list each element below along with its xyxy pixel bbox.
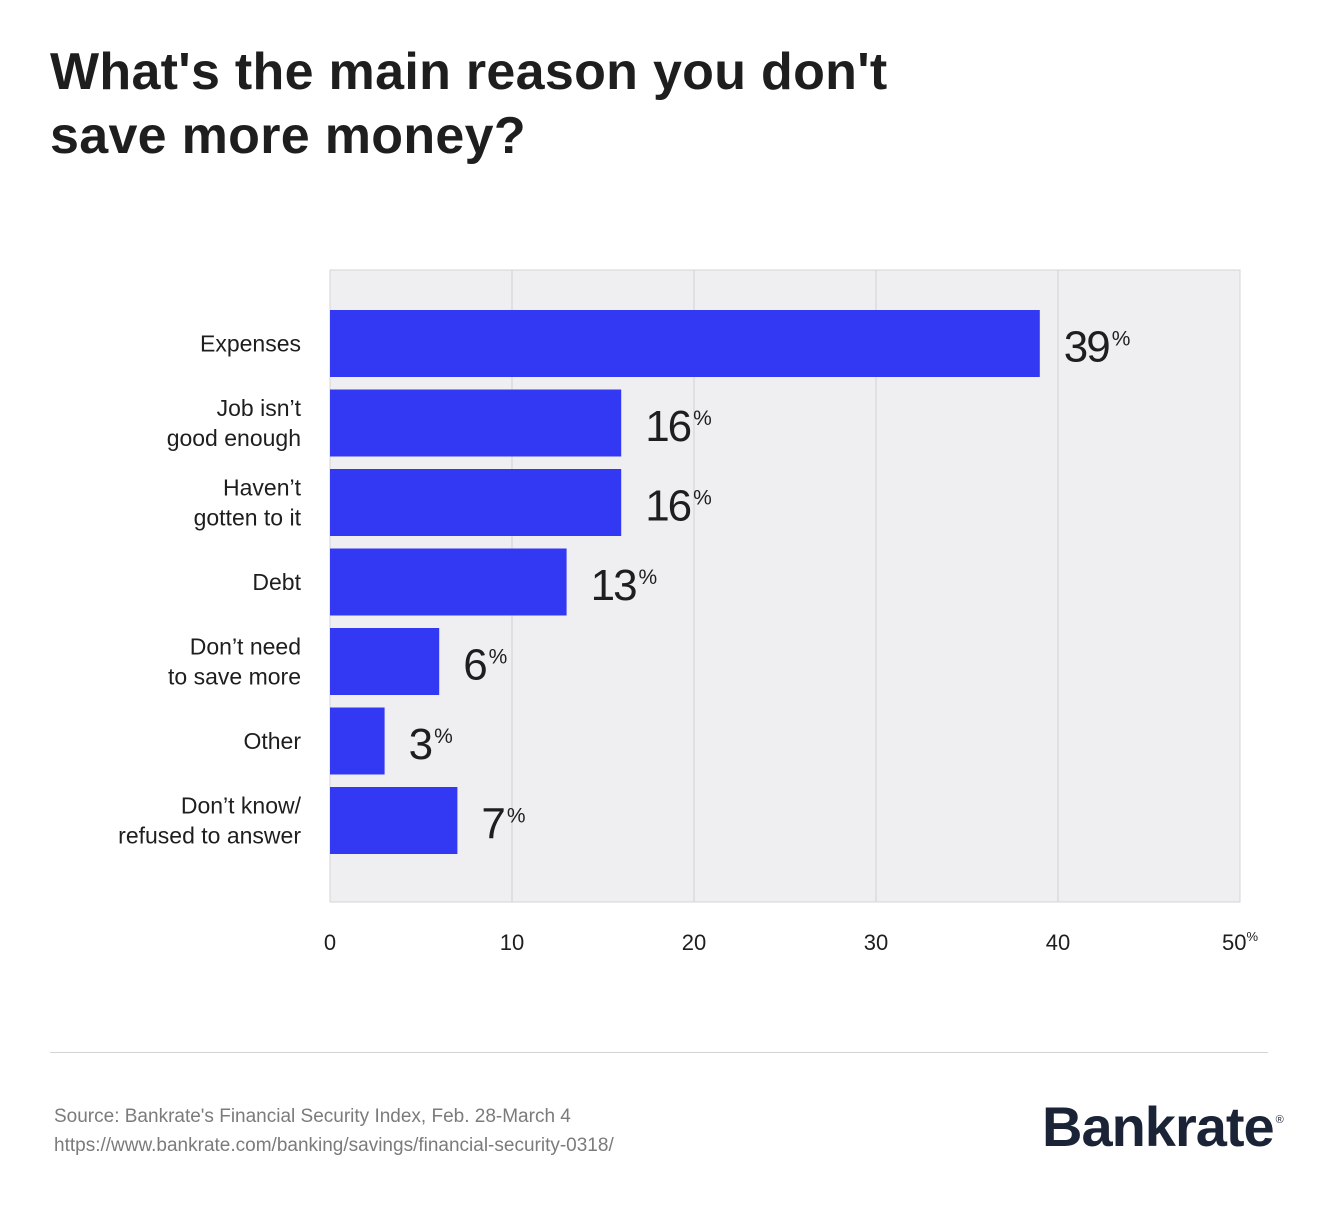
x-tick-label: 0 [324,930,336,955]
x-tick-label: 40 [1046,930,1070,955]
chart-title-line: What's the main reason you don't [50,43,888,101]
category-label: Don’t need to save more [168,634,301,690]
category-label: Expenses [200,331,301,357]
x-tick-label: 20 [682,930,706,955]
bar [330,389,622,457]
x-tick-label: 30 [864,930,888,955]
bar [330,787,458,854]
category-label: Haven’t gotten to it [194,475,302,531]
bankrate-logo: Bankrate ® [1042,1094,1284,1159]
category-label: Other [243,728,301,754]
bar [330,628,440,695]
bar-chart: 0 10 20 30 40 50% Expenses 39 % Job isn’t good eno… [118,269,1258,955]
source-text: Source: Bankrate's Financial Security In… [54,1106,571,1127]
category-label: Don’t know/refused to answer [118,793,301,849]
category-label: Debt [252,569,301,595]
x-tick-label: 10 [500,930,524,955]
bar [330,469,622,536]
source-url: https://www.bankrate.com/banking/savings… [54,1135,614,1156]
category-label: Job isn’t good enough [167,395,302,451]
registered-mark: ® [1275,1114,1284,1126]
chart-title-line: save more money? [50,107,526,165]
bar [330,707,385,775]
footer-divider [50,1052,1268,1053]
source-note: Source: Bankrate's Financial Security In… [54,1102,614,1160]
x-tick-label: 50% [1222,929,1258,955]
value-label: 39% [1064,323,1130,372]
chart-title: What's the main reason you don't save mo… [50,40,888,168]
bar [330,548,567,616]
bar [330,310,1040,377]
logo-text: Bankrate [1042,1095,1275,1158]
